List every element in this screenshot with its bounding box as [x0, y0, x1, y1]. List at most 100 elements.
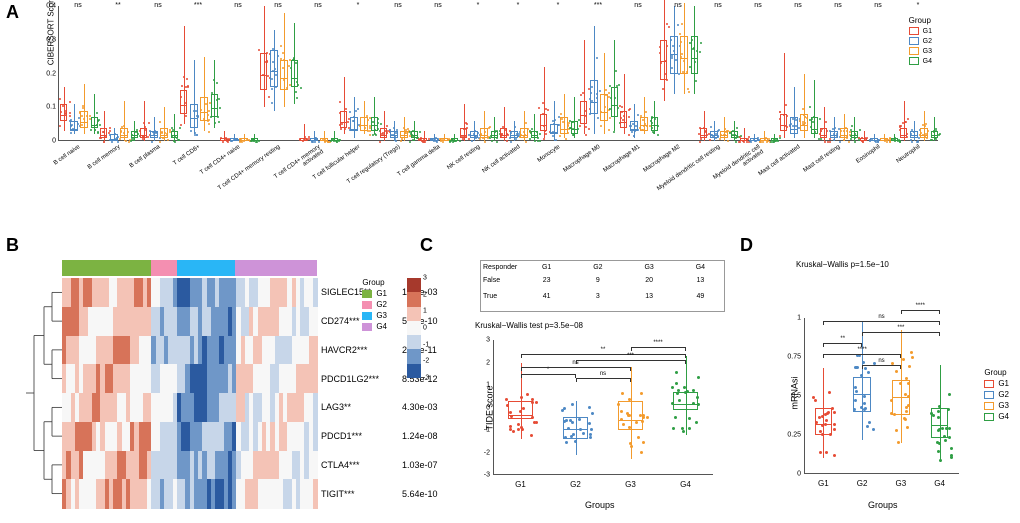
- panel-c-table-cell: 9: [572, 277, 623, 284]
- boxplot-xlabel: G2: [857, 479, 868, 488]
- panel-c-table-col: G3: [624, 264, 675, 271]
- panel-b-group-legend: GroupG1G2G3G4: [362, 278, 387, 333]
- panel-a-legend-row: G3: [909, 47, 932, 55]
- panel-b-legend-row: G3: [362, 311, 387, 320]
- panel-a-xlabel: Macrophage M1: [572, 144, 641, 195]
- panel-a-legend: GroupG1G2G3G4: [909, 16, 932, 67]
- ytick: 0: [486, 404, 493, 411]
- sig-label: ns: [878, 358, 884, 364]
- panel-b-row-pvalue: 1.03e-07: [402, 460, 438, 470]
- panel-a-xlabel: Monocyte: [492, 144, 561, 195]
- sig-label: **: [601, 347, 606, 353]
- panel-c-table-rowlabel: False: [483, 277, 519, 284]
- sig-label: **: [840, 336, 845, 342]
- panel-label-c: C: [420, 235, 433, 256]
- boxplot-xlabel: G4: [934, 479, 945, 488]
- boxplot-xlabel: G3: [625, 480, 636, 489]
- panel-a-legend-title: Group: [909, 16, 932, 25]
- panel-b-scale-label: -1: [423, 341, 429, 348]
- ytick: 0: [797, 471, 804, 478]
- panel-a-xlabel: NK cell activated: [452, 144, 521, 195]
- panel-b-row-pvalue: 4.30e-03: [402, 402, 438, 412]
- panel-a-sig: *: [477, 2, 480, 9]
- panel-b-legend-title: Group: [362, 278, 387, 287]
- panel-b-heatmap: SIGLEC15**1.45e-03CD274***5.72e-10HAVCR2…: [22, 260, 417, 512]
- panel-a-xlabel: T cell follicular helper: [292, 144, 361, 195]
- panel-d-legend-row: G2: [984, 390, 1009, 399]
- panel-b-scale-label: 1: [423, 308, 427, 315]
- panel-label-d: D: [740, 235, 753, 256]
- panel-a-sig: ns: [394, 2, 401, 9]
- panel-a-xlabel: T cell CD8+: [132, 144, 201, 195]
- panel-a-sig: ns: [74, 2, 81, 9]
- panel-c-table-cell: 23: [521, 277, 572, 284]
- ytick: 2: [486, 359, 493, 366]
- panel-b-row-label: HAVCR2***: [317, 345, 367, 355]
- panel-a-xlabel: B cell plasma: [92, 144, 161, 195]
- panel-c-table-col: G1: [521, 264, 572, 271]
- panel-b-row-label: PDCD1LG2***: [317, 374, 379, 384]
- sig-label: ****: [857, 347, 866, 353]
- panel-b-scale-label: -2: [423, 358, 429, 365]
- panel-b-group-segment: [235, 260, 317, 276]
- panel-d-legend: GroupG1G2G3G4: [984, 368, 1009, 423]
- panel-b-scale-label: 0: [423, 325, 427, 332]
- panel-b-scale-label: 3: [423, 275, 427, 282]
- panel-b-group-segment: [62, 260, 151, 276]
- panel-a-sig: ns: [314, 2, 321, 9]
- ytick: 1: [486, 382, 493, 389]
- panel-c-table-title: Responder: [483, 264, 519, 271]
- panel-a-sig: ns: [794, 2, 801, 9]
- panel-c-plot-area: -3-2-10123G1G2G3G4*nsns*********: [493, 340, 713, 475]
- boxplot-xlabel: G3: [896, 479, 907, 488]
- ytick: -1: [484, 427, 493, 434]
- panel-b-scale-label: 2: [423, 291, 427, 298]
- panel-b-legend-row: G2: [362, 300, 387, 309]
- panel-a-sig: ns: [834, 2, 841, 9]
- panel-a-legend-row: G2: [909, 37, 932, 45]
- panel-a-sig: ns: [754, 2, 761, 9]
- panel-c-table-cell: 49: [675, 293, 726, 300]
- panel-c-table-cell: 13: [675, 277, 726, 284]
- panel-b-colorscale: 3210-1-2-3: [407, 278, 421, 378]
- panel-a-xlabel: Mast cell activated: [732, 144, 801, 195]
- sig-label: ****: [653, 340, 662, 346]
- panel-b-legend-row: G1: [362, 289, 387, 298]
- boxplot-xlabel: G1: [818, 479, 829, 488]
- panel-a-ytick: 0.3: [46, 36, 59, 43]
- panel-a-ytick: 0.4: [46, 3, 59, 10]
- panel-d-xlabel: Groups: [868, 500, 898, 510]
- panel-b-scale-label: -3: [423, 375, 429, 382]
- panel-d-mrnasi-boxplot: Kruskal−Wallis p=1.5e−10 mRNAsi 00.250.5…: [758, 258, 1013, 516]
- sig-label: ***: [627, 353, 634, 359]
- panel-b-row-label: CD274***: [317, 316, 360, 326]
- sig-label: ns: [600, 371, 606, 377]
- panel-b-row-pvalue: 1.24e-08: [402, 431, 438, 441]
- panel-a-xlabel: Macrophage M0: [532, 144, 601, 195]
- ytick: 3: [486, 337, 493, 344]
- panel-c-table-cell: 3: [572, 293, 623, 300]
- panel-a-plot-area: 00.10.20.30.4: [58, 6, 938, 141]
- panel-a-boxplot: CIBERSORT Score 00.10.20.30.4 GroupG1G2G…: [28, 6, 938, 226]
- panel-c-table-col: G4: [675, 264, 726, 271]
- panel-a-xlabel: Macrophage M2: [612, 144, 681, 195]
- panel-a-legend-row: G1: [909, 27, 932, 35]
- panel-a-sig: ns: [634, 2, 641, 9]
- panel-b-group-segment: [177, 260, 236, 276]
- panel-a-sig: ns: [674, 2, 681, 9]
- panel-c-responder-table: G1G2G3G4False2392013True4131349Responder: [480, 260, 725, 312]
- panel-a-sig: ns: [714, 2, 721, 9]
- ytick: 0.5: [791, 393, 804, 400]
- ytick: 0.25: [787, 432, 804, 439]
- panel-d-kw-text: Kruskal−Wallis p=1.5e−10: [796, 260, 889, 269]
- panel-a-xlabel: B cell memory: [52, 144, 121, 195]
- panel-c-kw-text: Kruskal−Wallis test p=3.5e−08: [475, 321, 583, 330]
- panel-a-ytick: 0: [52, 138, 59, 145]
- panel-a-xlabel: NK cell resting: [412, 144, 481, 195]
- panel-d-legend-title: Group: [984, 368, 1009, 377]
- panel-a-xlabel: T cell gamma delta: [372, 144, 441, 195]
- panel-a-sig: *: [917, 2, 920, 9]
- panel-a-xlabel: Mast cell resting: [772, 144, 841, 195]
- panel-a-sig: ns: [154, 2, 161, 9]
- panel-c-tide-boxplot: G1G2G3G4False2392013True4131349Responder…: [445, 258, 735, 516]
